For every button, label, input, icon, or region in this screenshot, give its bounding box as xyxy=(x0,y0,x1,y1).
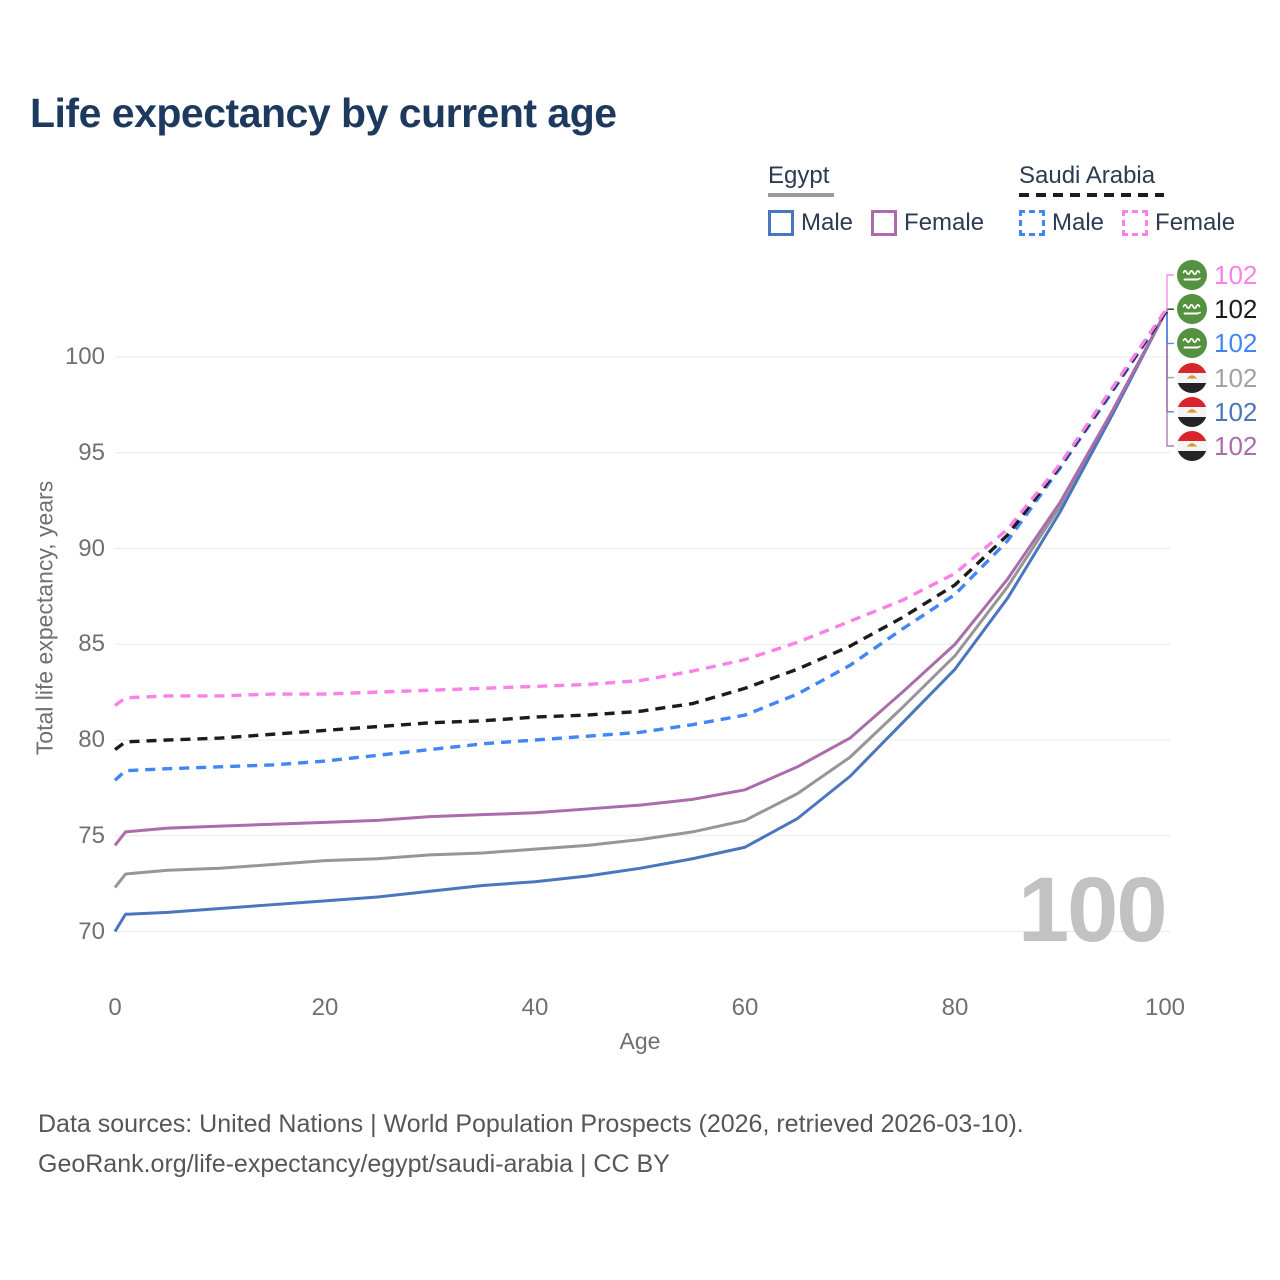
x-tick-label-20: 20 xyxy=(311,994,339,1021)
legend-swatch-egypt-male[interactable] xyxy=(768,210,794,236)
saudi-arabia-flag-icon xyxy=(1177,294,1207,325)
y-tick-label-70: 70 xyxy=(78,917,105,945)
end-value-egypt-female: 102 xyxy=(1214,431,1258,461)
legend-swatch-egypt-female[interactable] xyxy=(871,210,898,236)
footer: Data sources: United Nations | World Pop… xyxy=(38,1104,1024,1184)
y-tick-label-75: 75 xyxy=(78,821,105,849)
end-label-egypt-female: 102 xyxy=(1177,430,1257,462)
y-tick-label-90: 90 xyxy=(78,534,105,562)
legend-group-egypt: Egypt Male Female xyxy=(768,163,984,237)
legend-line-sample-egypt xyxy=(768,193,834,197)
end-value-saudi-arabia-total: 102 xyxy=(1214,294,1258,325)
end-label-saudi-arabia-male: 102 xyxy=(1177,327,1257,359)
legend-swatch-saudi-male[interactable] xyxy=(1019,210,1045,236)
age-counter-watermark: 100 xyxy=(1018,859,1167,961)
end-value-saudi-arabia-female: 102 xyxy=(1214,260,1258,290)
end-value-egypt-male: 102 xyxy=(1214,396,1258,427)
series-line-saudi-arabia-total[interactable] xyxy=(113,311,1167,751)
legend-group-saudi-arabia: Saudi Arabia Male Female xyxy=(1019,163,1235,237)
end-value-saudi-arabia-male: 102 xyxy=(1214,328,1258,359)
series-line-egypt-male[interactable] xyxy=(113,312,1167,933)
page-title: Life expectancy by current age xyxy=(30,90,617,136)
y-tick-label-100: 100 xyxy=(64,343,105,370)
x-axis-title: Age xyxy=(619,1028,661,1054)
legend-country-egypt: Egypt xyxy=(768,162,830,189)
legend-item-egypt-female[interactable]: Female xyxy=(871,209,984,237)
legend-label-egypt-male: Male xyxy=(801,209,854,236)
x-tick-label-60: 60 xyxy=(731,994,759,1021)
egypt-flag-icon xyxy=(1177,431,1207,461)
end-label-egypt-male: 102 xyxy=(1177,396,1257,428)
footer-url-line: GeoRank.org/life-expectancy/egypt/saudi-… xyxy=(38,1150,670,1178)
leader-line-saudi-arabia-male xyxy=(1165,312,1174,345)
series-line-saudi-arabia-female[interactable] xyxy=(113,310,1167,707)
plot-area[interactable] xyxy=(0,250,1280,1040)
x-tick-label-100: 100 xyxy=(1144,994,1186,1021)
legend-label-saudi-female: Female xyxy=(1155,209,1236,236)
y-tick-label-85: 85 xyxy=(78,630,105,658)
legend-item-saudi-female[interactable]: Female xyxy=(1122,209,1235,237)
saudi-arabia-flag-icon xyxy=(1177,328,1207,359)
legend-label-saudi-male: Male xyxy=(1052,209,1105,236)
series-line-egypt-female[interactable] xyxy=(113,312,1167,847)
leader-line-saudi-arabia-female xyxy=(1165,274,1174,312)
legend-swatch-saudi-female[interactable] xyxy=(1122,210,1149,236)
egypt-flag-icon xyxy=(1177,362,1207,393)
egypt-flag-icon xyxy=(1177,396,1207,427)
series-line-egypt-total[interactable] xyxy=(113,312,1167,889)
legend-label-egypt-female: Female xyxy=(904,209,985,236)
y-tick-label-80: 80 xyxy=(78,726,105,753)
end-label-saudi-arabia-female: 102 xyxy=(1177,259,1257,291)
end-value-egypt-total: 102 xyxy=(1214,362,1258,393)
end-label-saudi-arabia-total: 102 xyxy=(1177,293,1257,325)
legend-item-egypt-male[interactable]: Male xyxy=(768,209,853,237)
end-label-egypt-total: 102 xyxy=(1177,362,1257,394)
x-tick-label-40: 40 xyxy=(521,994,549,1021)
legend-line-sample-saudi-arabia xyxy=(1019,193,1164,197)
x-tick-label-80: 80 xyxy=(941,994,969,1021)
x-tick-label-0: 0 xyxy=(108,994,122,1021)
footer-sources-line: Data sources: United Nations | World Pop… xyxy=(38,1110,1024,1138)
saudi-arabia-flag-icon xyxy=(1177,260,1207,290)
legend-country-saudi-arabia: Saudi Arabia xyxy=(1019,162,1156,189)
legend-item-saudi-male[interactable]: Male xyxy=(1019,209,1104,237)
y-tick-label-95: 95 xyxy=(78,438,105,466)
